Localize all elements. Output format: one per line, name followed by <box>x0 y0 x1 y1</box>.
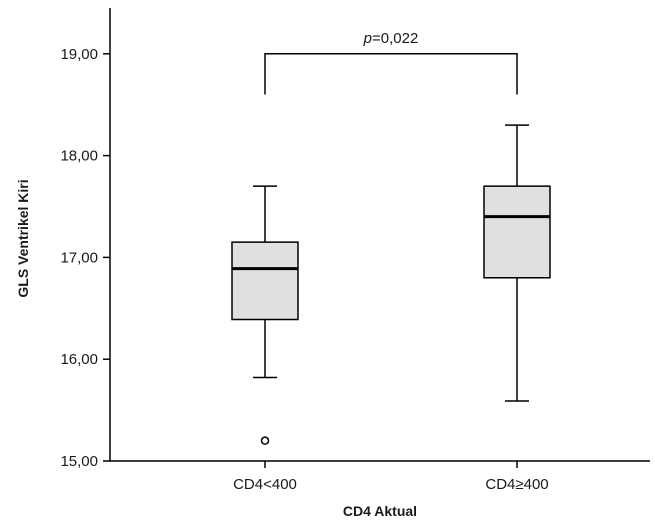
x-ticks: CD4<400 CD4≥400 <box>233 461 549 493</box>
x-axis-title: CD4 Aktual <box>343 503 417 519</box>
axes <box>109 8 650 462</box>
box-group <box>231 185 299 445</box>
y-ticks: 15,00 16,00 17,00 18,00 19,00 <box>60 46 110 470</box>
p-value-number: =0,022 <box>372 30 418 47</box>
p-value-symbol: p <box>363 30 372 47</box>
boxes <box>231 124 551 445</box>
y-tick-label: 15,00 <box>60 453 98 470</box>
y-tick-label: 16,00 <box>60 351 98 368</box>
y-tick-label: 17,00 <box>60 249 98 266</box>
iqr-box <box>483 185 551 279</box>
significance-bracket <box>264 53 518 95</box>
y-tick-label: 18,00 <box>60 148 98 165</box>
box-group <box>483 124 551 402</box>
x-tick-label: CD4≥400 <box>485 476 548 493</box>
y-axis-title: GLS Ventrikel Kiri <box>15 179 31 297</box>
y-tick-label: 19,00 <box>60 46 98 63</box>
x-tick-label: CD4<400 <box>233 476 297 493</box>
significance-annotation: p=0,022 <box>264 30 518 95</box>
outlier-point <box>260 436 270 445</box>
p-value-label: p=0,022 <box>363 30 419 47</box>
iqr-box <box>231 241 299 321</box>
